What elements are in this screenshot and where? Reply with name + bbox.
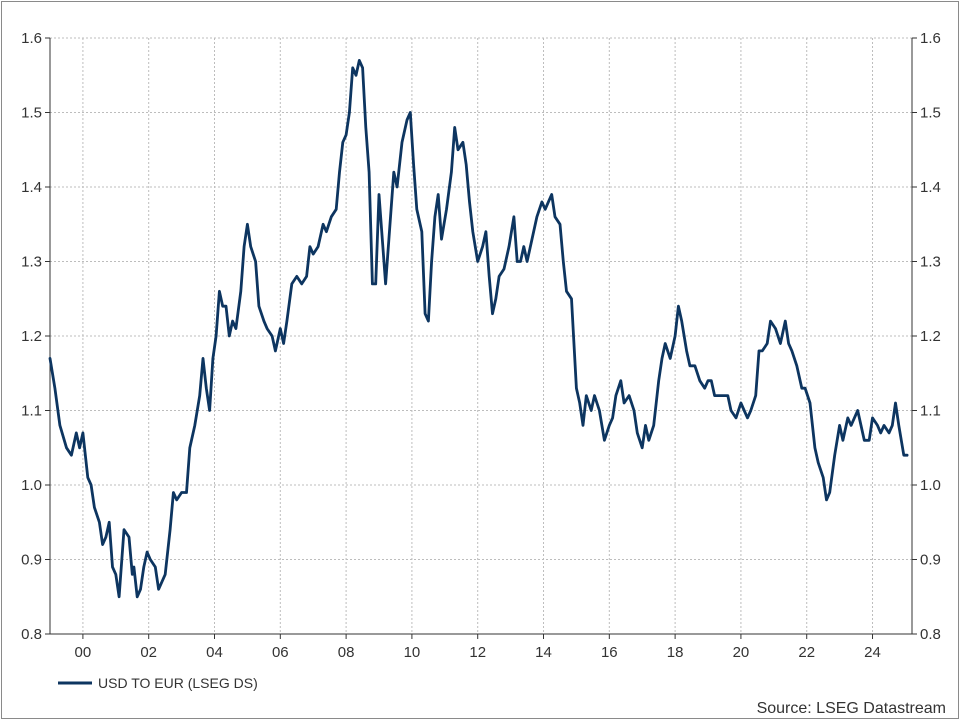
- y-tick-label-left: 1.2: [21, 328, 42, 345]
- x-tick-label: 12: [469, 644, 486, 661]
- y-tick-label-right: 1.6: [920, 30, 941, 47]
- y-tick-label-right: 1.1: [920, 403, 941, 420]
- x-tick-label: 16: [601, 644, 618, 661]
- y-tick-label-right: 1.4: [920, 179, 941, 196]
- x-tick-label: 18: [667, 644, 684, 661]
- y-tick-label-left: 1.6: [21, 30, 42, 47]
- y-tick-label-left: 1.1: [21, 403, 42, 420]
- y-tick-label-right: 1.5: [920, 105, 941, 122]
- x-tick-label: 10: [404, 644, 421, 661]
- y-tick-label-left: 1.3: [21, 254, 42, 271]
- y-tick-label-right: 1.0: [920, 477, 941, 494]
- y-tick-label-right: 0.9: [920, 552, 941, 569]
- x-tick-label: 14: [535, 644, 552, 661]
- x-tick-label: 04: [206, 644, 223, 661]
- axes: 0.8 0.8 0.9 0.9 1.0 1.0 1.1 1.1 1.2 1.2 1.3 1.3 1.4 1…: [21, 30, 941, 661]
- source-label: Source: LSEG Datastream: [757, 700, 946, 717]
- legend: USD TO EUR (LSEG DS): [58, 675, 258, 691]
- x-tick-label: 22: [798, 644, 815, 661]
- y-tick-label-right: 1.2: [920, 328, 941, 345]
- y-tick-label-left: 1.5: [21, 105, 42, 122]
- x-tick-label: 24: [864, 644, 881, 661]
- series-layer: [48, 59, 909, 599]
- x-tick-label: 06: [272, 644, 289, 661]
- y-tick-label-left: 0.9: [21, 552, 42, 569]
- legend-label: USD TO EUR (LSEG DS): [98, 675, 258, 691]
- y-tick-label-right: 1.3: [920, 254, 941, 271]
- x-tick-label: 20: [733, 644, 750, 661]
- y-tick-label-right: 0.8: [920, 626, 941, 643]
- y-tick-label-left: 1.0: [21, 477, 42, 494]
- series-line-usd-to-eur: [48, 59, 909, 599]
- y-tick-label-left: 1.4: [21, 179, 42, 196]
- x-tick-label: 08: [338, 644, 355, 661]
- x-tick-label: 00: [75, 644, 92, 661]
- y-tick-label-left: 0.8: [21, 626, 42, 643]
- x-tick-label: 02: [140, 644, 157, 661]
